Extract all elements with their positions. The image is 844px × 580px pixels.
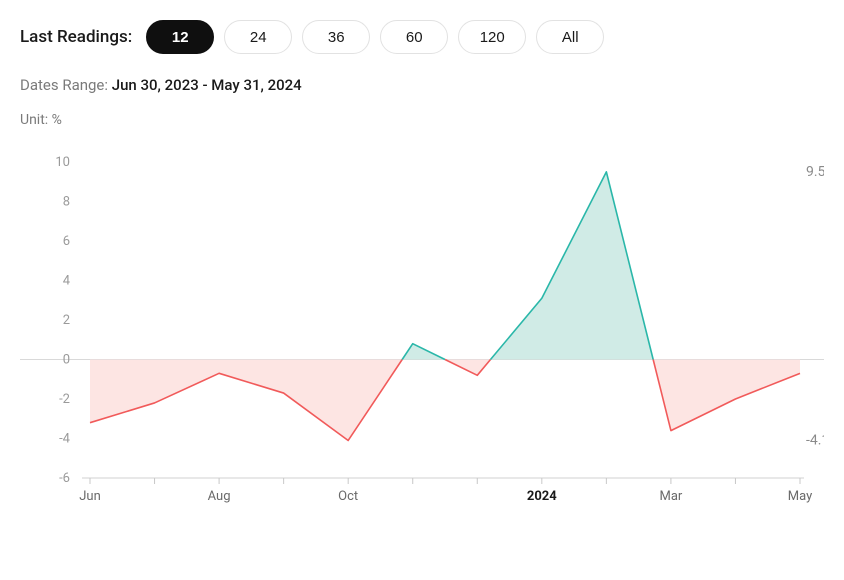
unit-key: Unit: [20,112,52,128]
readings-selector: Last Readings: 12 24 36 60 120 All [20,20,824,54]
readings-option-24[interactable]: 24 [224,20,292,54]
readings-option-60[interactable]: 60 [380,20,448,54]
svg-text:4: 4 [63,274,71,289]
svg-text:-4: -4 [59,432,71,447]
unit-value: % [52,112,62,128]
area-chart: -6 -4 -2 0 2 4 6 8 10 Jun Aug Oct 2024 Mar May 9.5 -4.1 [20,148,824,508]
svg-text:Aug: Aug [208,489,231,504]
svg-text:2: 2 [63,313,70,328]
dates-range-key: Dates Range: [20,76,112,94]
svg-text:-6: -6 [59,471,70,486]
readings-option-120[interactable]: 120 [458,20,526,54]
svg-text:-2: -2 [59,392,70,407]
dates-range-value: Jun 30, 2023 - May 31, 2024 [112,76,302,94]
svg-text:Mar: Mar [659,489,682,504]
svg-text:10: 10 [55,155,70,170]
dates-range: Dates Range: Jun 30, 2023 - May 31, 2024 [20,76,824,94]
svg-text:9.5: 9.5 [806,164,824,180]
svg-text:2024: 2024 [527,489,557,504]
svg-text:6: 6 [63,234,70,249]
readings-option-36[interactable]: 36 [302,20,370,54]
svg-text:Jun: Jun [79,489,101,504]
svg-text:8: 8 [63,195,70,210]
svg-text:May: May [788,489,812,504]
readings-label: Last Readings: [20,27,132,47]
readings-option-12[interactable]: 12 [146,20,214,54]
readings-option-all[interactable]: All [536,20,604,54]
svg-text:0: 0 [63,353,70,368]
svg-text:-4.1: -4.1 [806,432,824,448]
unit: Unit: % [20,112,824,128]
svg-text:Oct: Oct [338,489,358,504]
